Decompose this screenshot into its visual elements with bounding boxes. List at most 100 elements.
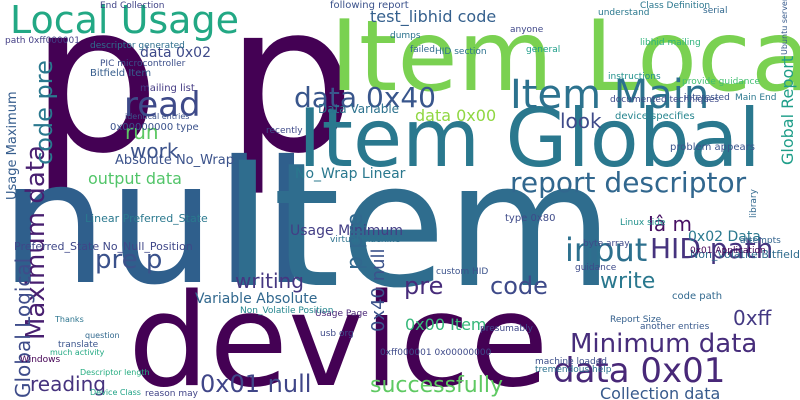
word: usb org — [320, 329, 354, 339]
word: Variable Absolute — [195, 291, 317, 307]
word: understand — [598, 8, 650, 18]
word: Non_Volatile Bitfield — [690, 248, 800, 261]
word: following report — [330, 0, 409, 11]
word: presumably — [480, 324, 534, 334]
word: data 0x40 — [294, 81, 436, 114]
word: device specifies — [615, 111, 695, 122]
word: Item — [222, 125, 614, 326]
word: descriptor generated — [90, 41, 185, 51]
word: data 0x01 — [553, 351, 725, 391]
word: work — [130, 139, 179, 163]
word: null — [0, 125, 310, 323]
word: Descriptor length — [80, 368, 150, 377]
word: custom HID — [436, 267, 488, 277]
word: problem appears — [670, 142, 755, 153]
word: No_Wrap Linear — [295, 166, 406, 182]
word: library — [749, 188, 759, 218]
word: provide guidance — [682, 77, 760, 87]
word: End Collection — [100, 1, 164, 11]
word: identical entries — [125, 112, 189, 121]
word: pre p — [95, 245, 162, 275]
word: Class Definition — [640, 1, 710, 11]
word: writing — [235, 269, 304, 293]
word: libhid mailing — [640, 38, 701, 48]
word: reason may — [145, 389, 199, 399]
word: question — [85, 331, 120, 340]
word: Maximum data — [21, 145, 51, 340]
word: 0x01 null — [200, 370, 311, 398]
word: translate — [58, 340, 99, 350]
word: recently — [266, 126, 303, 136]
word: Usage Maximum — [5, 91, 20, 200]
word: Global Logical — [11, 258, 35, 398]
word: Main End — [735, 93, 776, 103]
word: guidance — [575, 263, 617, 273]
word: device — [128, 267, 548, 400]
word: interested — [684, 93, 730, 103]
word: reading — [30, 372, 106, 396]
word: Data Variable — [318, 102, 399, 116]
word: Collection data — [600, 384, 720, 400]
word: data 0x00 — [415, 106, 496, 125]
word: Local Usage — [10, 0, 239, 42]
word: serial — [703, 6, 727, 16]
word: test_libhid code — [370, 7, 496, 27]
word: Usage Minimum — [290, 223, 403, 239]
word: instructions — [608, 72, 661, 82]
word: 0x00 Item — [405, 315, 487, 334]
word: code path — [672, 291, 722, 302]
word: Global Report — [778, 56, 797, 165]
word: output data — [88, 169, 182, 188]
word: Item Main — [510, 72, 709, 118]
word: type 0x80 — [505, 213, 556, 224]
word: data 0x02 — [140, 45, 211, 61]
word: Item Local — [330, 0, 800, 114]
word: 0xff000001 0x00000000 — [380, 348, 492, 358]
word: p pre — [343, 213, 368, 270]
word: Item Global — [298, 92, 761, 185]
word: Device Class — [90, 388, 141, 397]
word: Report Size — [610, 315, 662, 325]
word: failed — [410, 45, 435, 55]
word: 0xff — [733, 306, 773, 330]
word: dumps — [390, 31, 421, 41]
word: successfully — [370, 373, 503, 398]
word: 0x02 Data — [688, 229, 761, 245]
word: machine loaded — [535, 357, 607, 367]
word: tremendous help — [535, 365, 612, 375]
word: Linux side — [620, 218, 666, 228]
word: write — [600, 269, 655, 294]
word: 0x40 null — [368, 248, 389, 332]
word: Windows — [20, 355, 60, 365]
word: mailing list — [140, 83, 195, 94]
word: Bitfield Item — [90, 68, 151, 79]
word: HID path — [650, 232, 773, 265]
word: virtual machine — [330, 235, 401, 245]
word: Linear Preferred_State — [85, 212, 208, 225]
word: read — [124, 85, 201, 125]
word: Minimum data — [570, 329, 757, 359]
word: Iâ m — [648, 212, 692, 236]
word: Preferred_State No_Null_Position — [14, 240, 193, 253]
word: path 0xff000001 — [5, 36, 80, 46]
word: 0x01 Application — [690, 246, 766, 256]
word: much activity — [50, 348, 105, 357]
word: attempts — [740, 236, 781, 246]
word: input — [565, 231, 647, 269]
word: documented techniques — [610, 95, 719, 105]
word: anyone — [510, 25, 544, 35]
word: code — [490, 272, 548, 300]
word: Ubuntu server — [780, 0, 789, 55]
word: Usage Page — [315, 309, 368, 319]
word: another entries — [640, 322, 710, 332]
word: byte array — [583, 239, 630, 249]
word: pre — [404, 272, 443, 300]
word: Absolute No_Wrap — [115, 153, 234, 168]
word: run — [125, 120, 159, 144]
word: p p — [30, 0, 355, 199]
word: PIC microcontroller — [100, 59, 186, 69]
word: Thanks — [54, 315, 84, 324]
word: report descriptor — [510, 166, 747, 199]
